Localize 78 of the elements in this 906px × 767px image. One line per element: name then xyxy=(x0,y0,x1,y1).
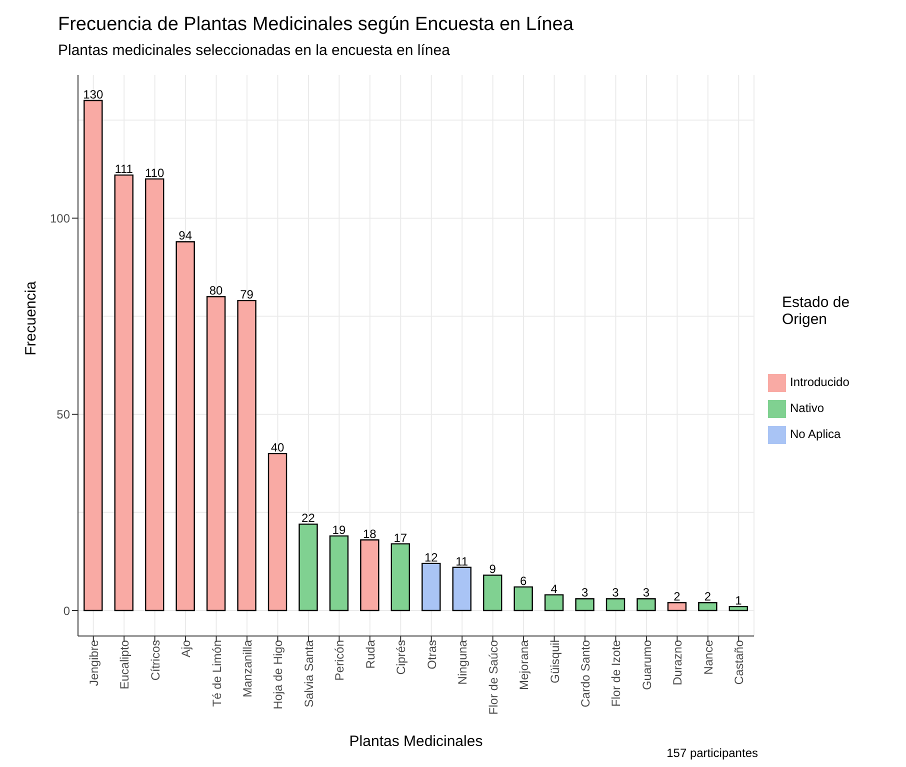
text: 157 participantes xyxy=(666,746,758,760)
bar xyxy=(84,100,103,612)
x-tick-label: Ninguna xyxy=(456,640,470,685)
bar xyxy=(390,543,410,612)
data-label: 110 xyxy=(145,166,164,180)
data-label: 94 xyxy=(178,228,192,243)
bar xyxy=(298,524,318,612)
legend-label: No Aplica xyxy=(790,427,841,441)
data-label: 3 xyxy=(642,586,650,600)
data-label: 4 xyxy=(550,582,558,596)
data-label: 19 xyxy=(332,522,346,537)
bar xyxy=(206,296,226,612)
x-tick-label: Mejorana xyxy=(517,640,532,690)
bar xyxy=(360,539,380,612)
legend-label: Nativo xyxy=(790,401,824,415)
data-label: 11 xyxy=(456,554,468,568)
data-label: 9 xyxy=(489,562,496,576)
bar xyxy=(698,602,718,612)
x-tick-label: Otras xyxy=(424,640,439,670)
y-tick-label: 100 xyxy=(50,211,70,226)
y-tick-label: 0 xyxy=(63,604,70,618)
legend-title: Estado de Origen xyxy=(782,294,851,328)
bar xyxy=(114,174,134,612)
bar xyxy=(145,178,164,612)
data-label: 2 xyxy=(674,590,681,604)
bar xyxy=(636,598,656,612)
x-tick-label: Té de Limón xyxy=(210,640,224,707)
x-tick-label: Manzanilla xyxy=(240,640,255,698)
y-axis-title: Frecuencia xyxy=(22,280,40,356)
x-tick-label: Ajo xyxy=(179,640,194,658)
bar xyxy=(422,562,441,612)
data-label: 3 xyxy=(581,586,588,600)
x-tick-label: Guarumo xyxy=(640,640,654,690)
x-axis-title: Plantas Medicinales xyxy=(349,733,483,750)
chart-title: Frecuencia de Plantas Medicinales según Encuesta en Línea xyxy=(58,14,574,36)
data-label: 80 xyxy=(209,284,224,298)
x-tick-label: Flor de Saúco xyxy=(486,640,500,715)
x-tick-label: Flor de Izote xyxy=(609,640,624,707)
bar xyxy=(268,452,288,612)
chart-subtitle: Plantas medicinales seleccionadas en la encuesta en línea xyxy=(58,42,450,59)
data-label: 40 xyxy=(270,440,285,455)
bar xyxy=(514,586,533,612)
bar xyxy=(728,606,748,612)
data-label: 130 xyxy=(83,88,104,102)
bar xyxy=(329,535,349,612)
data-label: 79 xyxy=(240,288,254,302)
y-tick-label: 50 xyxy=(56,408,70,422)
x-tick-label: Durazno xyxy=(670,640,685,686)
x-tick-label: Ciprés xyxy=(394,640,408,675)
x-tick-label: Jengibre xyxy=(86,640,101,686)
data-label: 111 xyxy=(114,162,134,176)
x-tick-label: Eucalipto xyxy=(118,640,132,690)
data-label: 1 xyxy=(735,594,742,608)
data-label: 12 xyxy=(424,550,438,564)
bar xyxy=(575,598,594,612)
bar xyxy=(176,241,195,612)
bar xyxy=(606,598,626,612)
bar xyxy=(544,594,564,612)
x-tick-label: Hoja de Higo xyxy=(271,640,286,710)
x-tick-label: Ruda xyxy=(363,640,378,669)
bar xyxy=(452,566,472,612)
x-tick-label: Castaño xyxy=(732,640,746,685)
bar xyxy=(237,300,256,612)
x-tick-label: Cardo Santo xyxy=(578,640,593,708)
data-label: 2 xyxy=(704,590,712,604)
bar xyxy=(667,602,687,612)
bar xyxy=(483,574,502,612)
data-label: 22 xyxy=(302,511,316,526)
data-label: 6 xyxy=(520,574,527,588)
x-tick-label: Salvia Santa xyxy=(302,640,316,708)
data-label: 17 xyxy=(394,530,408,545)
data-label: 3 xyxy=(612,586,620,600)
x-tick-label: Nance xyxy=(701,640,716,675)
legend-label: Introducido xyxy=(790,375,850,389)
x-tick-label: Pericón xyxy=(332,640,347,681)
x-tick-label: Güisquil xyxy=(548,640,562,684)
x-tick-label: Cítricos xyxy=(148,640,162,681)
data-label: 18 xyxy=(363,526,377,541)
